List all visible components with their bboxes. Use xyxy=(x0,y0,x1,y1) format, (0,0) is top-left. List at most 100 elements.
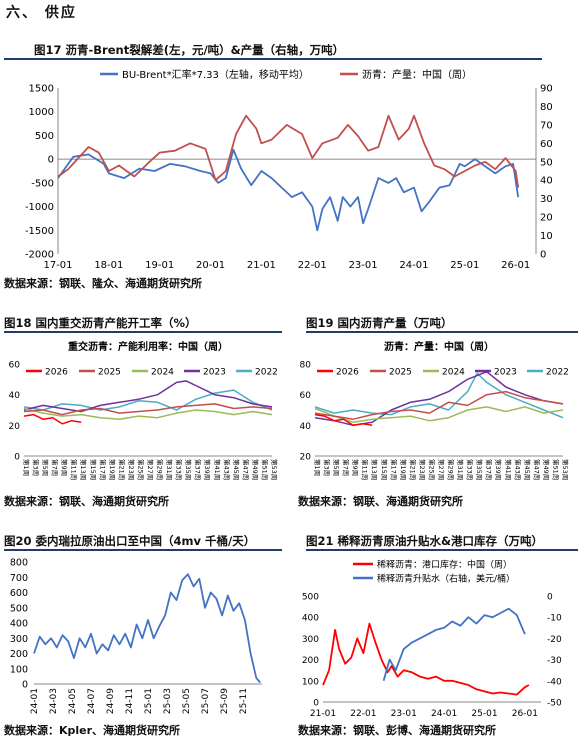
x-tick-label: 第47周 xyxy=(532,459,541,480)
x-tick-label: 22-01 xyxy=(350,709,376,719)
y-tick-label: 400 xyxy=(10,619,28,630)
x-tick-label: 21-01 xyxy=(247,260,276,271)
series-line-2026 xyxy=(23,413,82,425)
x-tick-label: 24-01 xyxy=(399,260,428,271)
y-tick-label: 40 xyxy=(300,422,312,432)
series-line-2025 xyxy=(23,403,273,416)
y-tick-label-left: 300 xyxy=(302,635,319,645)
figure-18-title: 图18 国内重交沥青产能开工率（%） xyxy=(4,316,197,330)
x-tick-label: 第15周 xyxy=(380,459,389,480)
x-tick-label: 第5周 xyxy=(41,459,50,476)
x-tick-label: 第19周 xyxy=(108,459,117,480)
x-tick-label: 第27周 xyxy=(437,459,446,480)
x-tick-label: 第31周 xyxy=(456,459,465,480)
y-tick-label-right: 80 xyxy=(540,102,553,113)
x-tick-label: 第11周 xyxy=(361,459,370,480)
y-tick-label: 600 xyxy=(10,588,28,599)
x-tick-label: 第53周 xyxy=(561,459,570,480)
legend-label: 稀释沥青升贴水（右轴，美元/桶） xyxy=(377,573,515,585)
y-tick-label: 60 xyxy=(300,391,312,401)
x-tick-label: 第19周 xyxy=(399,459,408,480)
x-tick-label: 第47周 xyxy=(241,459,250,480)
series-line-2022 xyxy=(23,389,273,411)
x-tick-label: 第43周 xyxy=(222,459,231,480)
x-tick-label: 第33周 xyxy=(466,459,475,480)
x-tick-label: 第1周 xyxy=(22,459,31,476)
x-tick-label: 第53周 xyxy=(270,459,279,480)
x-tick-label: 第13周 xyxy=(370,459,379,480)
y-tick-label: 300 xyxy=(10,634,28,645)
legend-label: 2022 xyxy=(546,368,569,378)
x-tick-label: 26-01 xyxy=(512,709,538,719)
y-tick-label-right: -30 xyxy=(547,656,562,666)
x-tick-label: 第23周 xyxy=(418,459,427,480)
x-tick-label: 第25周 xyxy=(427,459,436,480)
x-tick-label: 第13周 xyxy=(79,459,88,480)
x-tick-label: 25-11 xyxy=(239,688,249,714)
x-tick-label: 第3周 xyxy=(32,459,41,476)
chart-17: -2000 -1500 -1000 -500 0 500 1000 1500 0 10 20 30 40… xyxy=(25,68,553,271)
figure-21-source: 数据来源：钢联、彭博、海通期货研究所 xyxy=(298,724,496,737)
legend-label: 2023 xyxy=(203,368,226,378)
x-tick-label: 第1周 xyxy=(313,459,322,476)
y-tick-label-left: 400 xyxy=(302,614,319,624)
x-tick-label: 25-01 xyxy=(144,688,154,714)
x-tick-label: 第49周 xyxy=(542,459,551,480)
y-tick-label: 40 xyxy=(9,391,21,401)
x-tick-label: 第11周 xyxy=(70,459,79,480)
x-tick-label: 24-05 xyxy=(68,688,78,714)
y-tick-label-left: 500 xyxy=(35,131,54,142)
series-line-1 xyxy=(57,148,520,232)
legend-label: 2026 xyxy=(45,368,68,378)
figure-21-title: 图21 稀释沥青原油升贴水&港口库存（万吨） xyxy=(306,534,544,548)
figure-21-rule xyxy=(306,549,578,551)
x-tick-label: 25-01 xyxy=(471,709,497,719)
x-tick-label: 第37周 xyxy=(485,459,494,480)
x-tick-label: 第45周 xyxy=(523,459,532,480)
x-tick-label: 第27周 xyxy=(146,459,155,480)
figure-20-source: 数据来源：Kpler、海通期货研究所 xyxy=(4,724,181,737)
x-tick-label: 第49周 xyxy=(251,459,260,480)
x-tick-label: 25-05 xyxy=(182,688,192,714)
y-tick-label-left: -500 xyxy=(31,178,54,189)
x-tick-label: 第37周 xyxy=(194,459,203,480)
y-tick-label: 80 xyxy=(300,361,312,371)
chart-title: 沥青：产量：中国（周） xyxy=(384,340,494,353)
y-tick-label-left: -2000 xyxy=(25,250,54,261)
y-tick-label-right: 90 xyxy=(540,84,553,95)
y-tick-label-left: -1500 xyxy=(25,226,54,237)
x-tick-label: 第51周 xyxy=(551,459,560,480)
y-tick-label-right: 60 xyxy=(540,139,553,150)
y-tick-label-left: -1000 xyxy=(25,202,54,213)
y-tick-label-right: 0 xyxy=(540,250,546,261)
x-tick-label: 第9周 xyxy=(60,459,69,476)
legend-label: 2024 xyxy=(442,368,465,378)
x-tick-label: 第29周 xyxy=(447,459,456,480)
x-tick-label: 25-03 xyxy=(163,688,173,714)
x-tick-label: 23-01 xyxy=(349,260,378,271)
y-tick-label: 200 xyxy=(10,649,28,660)
x-tick-label: 20-01 xyxy=(196,260,225,271)
legend-label: 沥青：产量：中国（周） xyxy=(362,68,472,81)
x-tick-label: 24-03 xyxy=(49,688,59,714)
series-line-2024 xyxy=(23,407,273,420)
y-tick-label: 0 xyxy=(14,453,20,463)
series-line-2023 xyxy=(23,380,273,413)
figure-18-source: 数据来源：钢联、海通期货研究所 xyxy=(4,495,169,508)
y-tick-label: 100 xyxy=(10,664,28,675)
x-tick-label: 24-01 xyxy=(431,709,457,719)
y-tick-label-left: 500 xyxy=(302,593,319,603)
x-tick-label: 第5周 xyxy=(332,459,341,476)
x-tick-label: 第21周 xyxy=(117,459,126,480)
x-tick-label: 25-01 xyxy=(450,260,479,271)
legend-label: 2025 xyxy=(98,368,121,378)
figure-19-title: 图19 国内沥青产量（万吨） xyxy=(306,316,453,330)
x-tick-label: 第41周 xyxy=(504,459,513,480)
x-tick-label: 17-01 xyxy=(43,260,72,271)
legend-label: 2025 xyxy=(389,368,412,378)
y-tick-label-left: 100 xyxy=(302,677,319,687)
series-line-2025 xyxy=(314,390,564,420)
x-tick-label: 24-09 xyxy=(106,688,116,714)
figure-17-title: 图17 沥青-Brent裂解差(左，元/吨）&产量（右轴，万吨） xyxy=(34,43,345,57)
